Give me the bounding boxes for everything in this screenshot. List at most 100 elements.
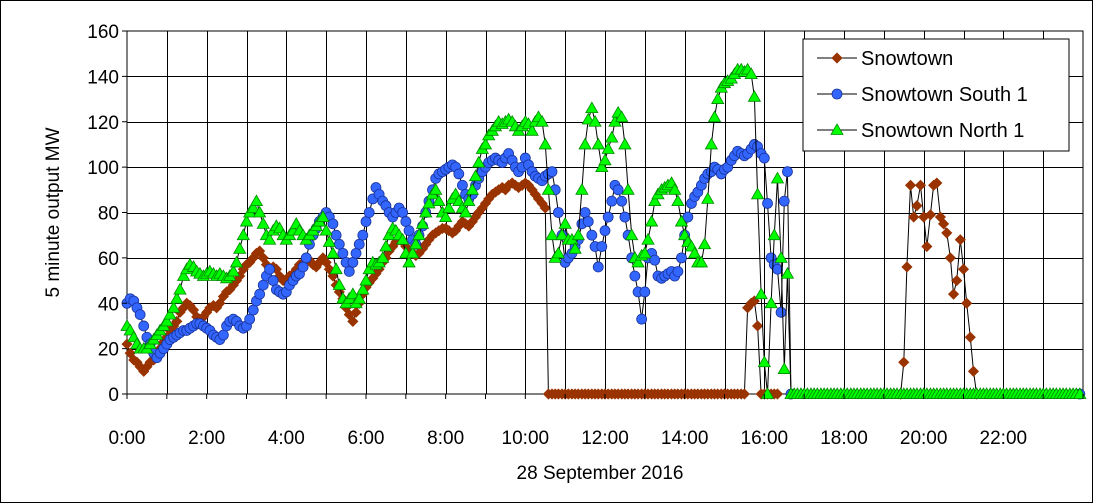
x-tick-label: 12:00 xyxy=(581,428,629,449)
data-point xyxy=(711,92,725,104)
data-point xyxy=(744,67,758,80)
data-point xyxy=(595,160,609,173)
data-point xyxy=(591,137,605,150)
data-point xyxy=(462,194,476,207)
data-point xyxy=(438,210,453,222)
data-point xyxy=(904,179,917,191)
data-point xyxy=(395,232,410,245)
data-point xyxy=(624,228,639,241)
legend-item-snowtown-south-1: Snowtown South 1 xyxy=(817,84,1028,106)
data-point xyxy=(347,257,359,268)
y-tick-label: 0 xyxy=(108,385,119,406)
data-point xyxy=(777,362,791,374)
data-point xyxy=(402,255,416,268)
y-axis-title: 5 minute output MW xyxy=(43,127,64,297)
x-tick-label: 0:00 xyxy=(109,428,146,449)
data-point xyxy=(465,183,480,195)
data-point xyxy=(944,252,956,264)
data-point xyxy=(264,263,276,275)
data-point xyxy=(615,110,629,123)
data-point xyxy=(249,194,264,207)
data-point xyxy=(764,296,778,309)
data-point xyxy=(758,152,770,164)
data-point xyxy=(262,232,277,245)
data-point xyxy=(782,166,793,178)
data-point xyxy=(602,211,614,223)
data-point xyxy=(954,234,966,246)
data-point xyxy=(612,184,624,196)
legend-item-snowtown-north-1: Snowtown North 1 xyxy=(817,120,1024,142)
data-point xyxy=(329,262,343,275)
data-point xyxy=(676,252,687,264)
data-point xyxy=(636,313,648,325)
data-point xyxy=(631,255,645,268)
data-point xyxy=(672,266,684,277)
data-point xyxy=(239,214,254,227)
data-point xyxy=(750,187,765,200)
data-point xyxy=(397,207,409,218)
data-point xyxy=(747,89,762,102)
x-axis-ticks: 0:00 2:00 4:00 6:00 8:00 10:00 12:00 14:00 16:00… xyxy=(109,394,1084,449)
data-point xyxy=(405,246,420,259)
data-point xyxy=(252,205,267,218)
data-point xyxy=(586,229,598,241)
data-point xyxy=(403,225,415,237)
data-point xyxy=(419,205,433,218)
data-point xyxy=(585,101,599,114)
data-point xyxy=(134,309,146,320)
data-point xyxy=(598,153,612,166)
x-tick-label: 20:00 xyxy=(900,428,948,449)
data-point xyxy=(363,207,375,218)
data-point xyxy=(911,200,923,212)
data-point xyxy=(327,218,339,230)
data-point xyxy=(629,270,641,282)
series-snowtown-south-1 xyxy=(121,139,1086,400)
data-point xyxy=(432,194,446,207)
data-point xyxy=(947,288,960,300)
data-point xyxy=(254,288,266,300)
data-point xyxy=(601,142,615,154)
legend-marker xyxy=(831,52,843,64)
y-tick-label: 140 xyxy=(87,67,119,88)
data-point xyxy=(967,365,980,377)
data-point xyxy=(429,183,443,195)
y-tick-label: 120 xyxy=(87,113,119,134)
x-tick-label: 10:00 xyxy=(502,428,550,449)
data-point xyxy=(525,124,539,136)
data-point xyxy=(951,274,963,287)
y-tick-label: 100 xyxy=(87,158,119,179)
data-point xyxy=(538,137,552,150)
x-tick-label: 4:00 xyxy=(268,428,305,449)
data-point xyxy=(412,228,426,241)
data-point xyxy=(762,198,773,209)
data-point xyxy=(754,287,768,300)
data-point xyxy=(478,137,493,150)
series-snowtown-north-1 xyxy=(120,62,1087,399)
data-point xyxy=(360,216,372,227)
legend-label: Snowtown North 1 xyxy=(861,120,1024,142)
x-tick-label: 6:00 xyxy=(348,428,385,449)
data-point xyxy=(701,192,715,204)
x-tick-label: 16:00 xyxy=(741,428,789,449)
data-point xyxy=(297,261,309,273)
data-point xyxy=(771,388,784,400)
data-point xyxy=(326,246,340,259)
data-point xyxy=(337,247,349,259)
y-tick-label: 20 xyxy=(98,340,119,361)
data-point xyxy=(774,251,788,263)
data-point xyxy=(233,241,247,254)
data-point xyxy=(350,306,362,318)
data-point xyxy=(359,273,373,286)
data-point xyxy=(322,235,337,247)
data-point xyxy=(568,241,582,254)
data-point xyxy=(541,183,556,195)
data-point xyxy=(694,255,709,268)
data-point xyxy=(472,155,486,168)
data-point xyxy=(267,275,279,286)
data-point xyxy=(621,183,635,195)
data-point xyxy=(778,195,790,207)
data-point xyxy=(582,216,594,227)
data-point xyxy=(924,209,937,221)
data-point xyxy=(780,266,795,279)
data-point xyxy=(644,214,659,227)
